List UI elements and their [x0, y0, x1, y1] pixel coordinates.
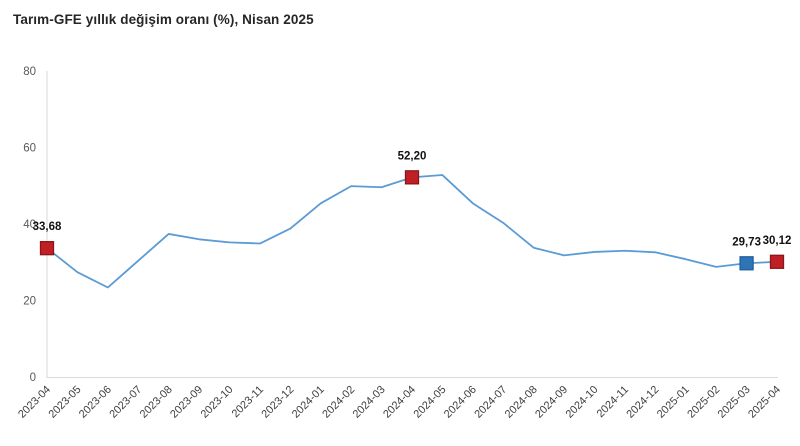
- x-tick-label: 2025-02: [685, 384, 722, 421]
- data-point-label: 33,68: [33, 221, 62, 233]
- x-tick-label: 2025-03: [716, 384, 753, 421]
- x-tick-label: 2024-01: [290, 384, 327, 421]
- data-point-label: 29,73: [732, 236, 761, 248]
- data-point-label: 30,12: [763, 235, 792, 247]
- x-tick-label: 2024-09: [533, 384, 570, 421]
- x-tick-label: 2024-05: [412, 384, 449, 421]
- series-line: [46, 174, 778, 289]
- x-tick-label: 2025-01: [655, 384, 692, 421]
- x-tick-label: 2024-02: [320, 384, 357, 421]
- y-tick-label: 60: [23, 143, 36, 155]
- x-tick-label: 2023-12: [259, 384, 296, 421]
- x-tick-label: 2023-10: [199, 384, 236, 421]
- x-tick-label: 2025-04: [746, 384, 783, 421]
- red-square-marker: [39, 241, 55, 256]
- x-tick-label: 2024-03: [351, 384, 388, 421]
- x-tick-label: 2023-04: [16, 384, 53, 421]
- x-tick-label: 2023-07: [107, 384, 144, 421]
- red-square-marker: [404, 170, 420, 185]
- x-tick-label: 2024-12: [624, 384, 661, 421]
- y-tick-label: 80: [23, 66, 36, 78]
- red-square-marker: [769, 254, 785, 269]
- data-point-label: 52,20: [398, 150, 427, 162]
- x-tick-label: 2023-05: [47, 384, 84, 421]
- y-tick-label: 40: [23, 219, 36, 231]
- x-tick-label: 2024-10: [564, 384, 601, 421]
- x-tick-label: 2024-06: [442, 384, 479, 421]
- x-tick-label: 2024-08: [503, 384, 540, 421]
- x-tick-label: 2024-04: [381, 384, 418, 421]
- y-tick-label: 20: [23, 296, 36, 308]
- x-tick-label: 2023-08: [138, 384, 175, 421]
- y-tick-label: 0: [30, 372, 36, 384]
- chart-title: Tarım-GFE yıllık değişim oranı (%), Nisa…: [13, 12, 314, 27]
- x-tick-label: 2023-09: [168, 384, 205, 421]
- x-tick-label: 2024-07: [472, 384, 509, 421]
- blue-square-marker: [739, 256, 754, 271]
- x-tick-label: 2023-06: [77, 384, 114, 421]
